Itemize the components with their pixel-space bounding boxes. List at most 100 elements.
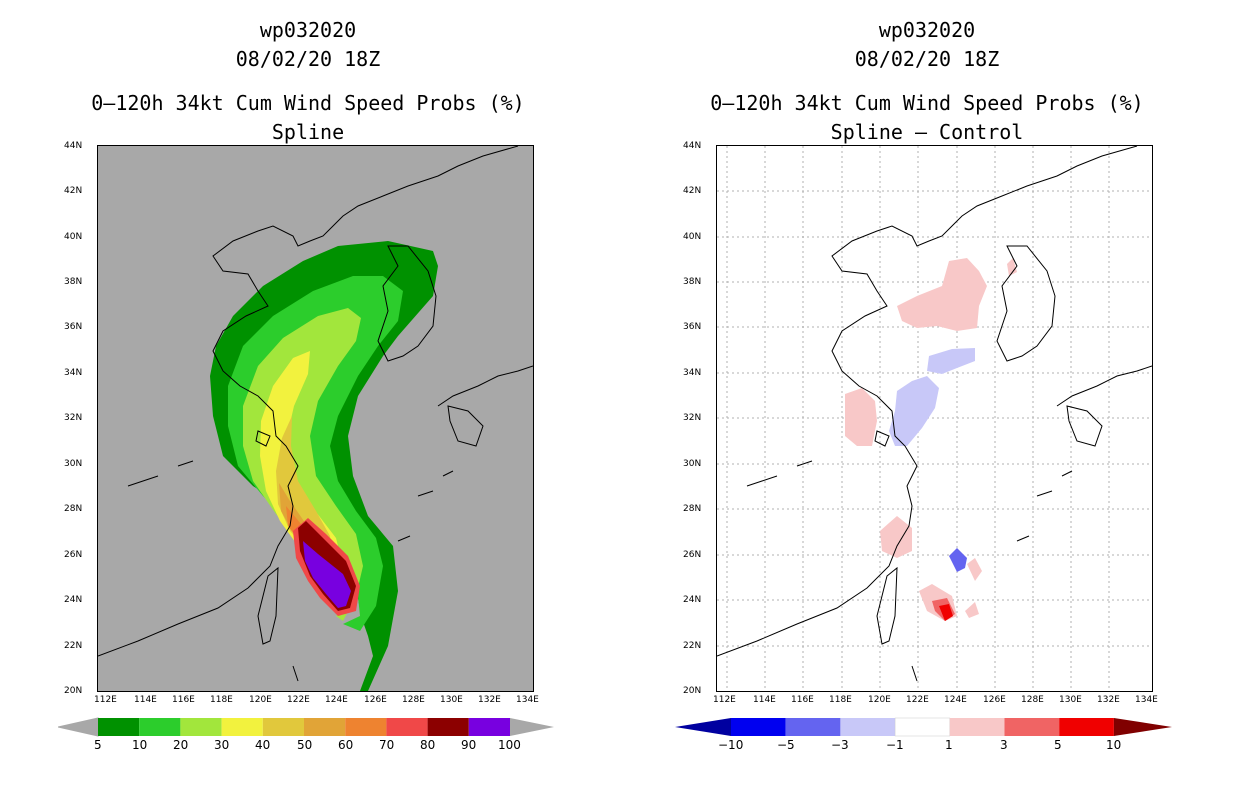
lat-label: 28N: [683, 504, 702, 514]
lon-label: 116E: [791, 695, 814, 705]
diff-patch-positive: [897, 258, 987, 331]
lon-label: 134E: [1135, 695, 1158, 705]
lat-label: 30N: [683, 459, 702, 469]
diff-patch-negative: [889, 376, 939, 446]
colorbar-label: −3: [831, 738, 849, 752]
lat-label: 36N: [683, 322, 702, 332]
colorbar-swatch: [386, 718, 428, 736]
colorbar-swatch: [221, 718, 263, 736]
probability-colorbar: [58, 717, 554, 737]
colorbar-swatch: [180, 718, 222, 736]
lat-label: 28N: [64, 504, 83, 514]
colorbar-under-arrow: [675, 718, 731, 736]
colorbar-label: 40: [255, 738, 271, 752]
lon-label: 126E: [983, 695, 1006, 705]
lat-label: 42N: [683, 186, 702, 196]
lon-label: 122E: [906, 695, 929, 705]
lon-label: 114E: [753, 695, 776, 705]
lat-label: 22N: [683, 641, 702, 651]
lon-label: 124E: [325, 695, 348, 705]
colorbar-swatch: [785, 718, 841, 736]
colorbar-label: 50: [297, 738, 313, 752]
diff-patch-positive: [845, 388, 877, 446]
lat-label: 26N: [683, 550, 702, 560]
lat-label: 34N: [64, 368, 83, 378]
colorbar-label: 10: [132, 738, 148, 752]
lon-label: 120E: [868, 695, 891, 705]
lat-label: 36N: [64, 322, 83, 332]
lat-label: 38N: [64, 277, 83, 287]
colorbar-label: 3: [1000, 738, 1008, 752]
colorbar-over-arrow: [510, 718, 554, 736]
colorbar-label: 100: [498, 738, 521, 752]
colorbar-label: −10: [718, 738, 744, 752]
colorbar-label: 5: [1054, 738, 1062, 752]
lat-label: 32N: [683, 413, 702, 423]
lat-label: 40N: [683, 232, 702, 242]
lon-label: 116E: [172, 695, 195, 705]
diff-patch-positive: [939, 604, 953, 621]
colorbar-swatch: [345, 718, 387, 736]
colorbar-over-arrow: [1113, 718, 1172, 736]
lon-label: 130E: [1059, 695, 1082, 705]
panel2-title-product: 0–120h 34kt Cum Wind Speed Probs (%): [710, 91, 1144, 115]
panel1-title-date: 08/02/20 18Z: [235, 47, 381, 71]
panel1-title-method: Spline: [271, 120, 345, 144]
diff-patch-positive: [880, 516, 912, 558]
diff-patch-positive: [1007, 258, 1017, 276]
lat-label: 44N: [683, 141, 702, 151]
lat-label: 44N: [64, 141, 83, 151]
panel2-title-date: 08/02/20 18Z: [854, 47, 1000, 71]
diff-patch-negative: [927, 348, 975, 374]
lon-label: 124E: [944, 695, 967, 705]
difference-map-svg: [717, 146, 1152, 691]
colorbar-swatch: [1059, 718, 1114, 736]
colorbar-label: 60: [338, 738, 354, 752]
colorbar-label: 1: [945, 738, 953, 752]
lat-label: 40N: [64, 232, 83, 242]
colorbar-swatch: [949, 718, 1005, 736]
lat-label: 38N: [683, 277, 702, 287]
colorbar-swatch: [894, 717, 951, 737]
colorbar-swatch: [262, 718, 304, 736]
lon-label: 114E: [134, 695, 157, 705]
colorbar-label: 70: [379, 738, 395, 752]
colorbar-label: 20: [173, 738, 189, 752]
lon-label: 112E: [94, 695, 117, 705]
lat-label: 20N: [64, 686, 83, 696]
lon-label: 118E: [210, 695, 233, 705]
lat-label: 30N: [64, 459, 83, 469]
probability-map-svg: [98, 146, 533, 691]
lon-label: 120E: [249, 695, 272, 705]
colorbar-label: 10: [1106, 738, 1122, 752]
panel2-title-method: Spline – Control: [830, 120, 1024, 144]
lat-label: 26N: [64, 550, 83, 560]
panel2-title-storm: wp032020: [878, 18, 976, 42]
colorbar-swatch: [304, 718, 346, 736]
lat-label: 24N: [683, 595, 702, 605]
colorbar-label: 90: [461, 738, 477, 752]
lat-label: 42N: [64, 186, 83, 196]
colorbar-label: 5: [94, 738, 102, 752]
lat-label: 20N: [683, 686, 702, 696]
colorbar-label: 80: [420, 738, 436, 752]
lat-label: 32N: [64, 413, 83, 423]
colorbar-swatch: [1004, 718, 1060, 736]
panel1-title-product: 0–120h 34kt Cum Wind Speed Probs (%): [91, 91, 525, 115]
lon-label: 130E: [440, 695, 463, 705]
colorbar-swatch: [139, 718, 181, 736]
lon-label: 132E: [478, 695, 501, 705]
lon-label: 128E: [1021, 695, 1044, 705]
coastline-lines: [98, 146, 533, 682]
colorbar-label: −1: [886, 738, 904, 752]
colorbar-label: 30: [214, 738, 230, 752]
colorbar-under-arrow: [58, 717, 99, 737]
colorbar-swatch: [731, 718, 786, 736]
prob-band-90: [303, 541, 351, 608]
coastline-lines: [717, 146, 1152, 682]
colorbar-swatch: [427, 718, 469, 736]
colorbar-label: −5: [777, 738, 795, 752]
difference-map: 44N 42N 40N 38N 36N 34N 32N 30N 28N 26N …: [683, 141, 1158, 705]
lat-label: 22N: [64, 641, 83, 651]
lon-label: 132E: [1097, 695, 1120, 705]
